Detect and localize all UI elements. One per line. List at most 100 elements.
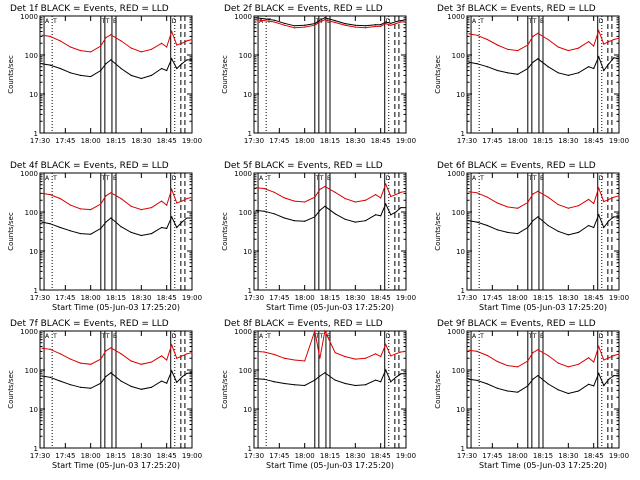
data-point — [354, 221, 356, 223]
data-point — [395, 20, 397, 23]
x-tick-label: 18:15 — [320, 294, 340, 302]
flag-label: T — [315, 333, 320, 340]
y-axis-label: Counts/sec — [7, 212, 15, 251]
series-line-lld — [255, 19, 407, 29]
data-point — [171, 30, 173, 33]
data-point — [283, 357, 285, 359]
data-point — [304, 360, 306, 362]
data-point — [79, 49, 82, 52]
data-point — [613, 374, 615, 377]
x-tick-label: 18:30 — [345, 137, 365, 145]
data-point — [390, 24, 392, 26]
x-tick-label: 17:30 — [244, 137, 264, 145]
x-tick-label: 17:30 — [30, 294, 50, 302]
data-point — [283, 197, 285, 199]
y-tick-label: 10 — [456, 248, 465, 256]
flag-label: T — [528, 175, 533, 182]
flag-label: B — [327, 175, 331, 182]
data-point — [120, 198, 122, 200]
chart-panel-det-1f: Det 1f BLACK = Events, RED = LLD Counts/s… — [7, 4, 202, 145]
data-point — [105, 350, 107, 352]
flag-label: A — [472, 175, 477, 182]
y-tick-label: 1000 — [20, 170, 38, 178]
data-point — [186, 198, 188, 200]
data-point — [166, 227, 168, 229]
data-point — [486, 38, 488, 41]
data-point — [171, 216, 173, 218]
data-point — [537, 374, 539, 377]
data-point — [304, 220, 306, 222]
data-point — [90, 387, 92, 389]
x-tick-label: 17:45 — [55, 294, 75, 302]
flag-label: T — [532, 18, 537, 25]
data-point — [486, 354, 488, 357]
data-point — [166, 359, 168, 361]
x-tick-label: 17:45 — [269, 137, 289, 145]
data-point — [273, 19, 275, 21]
data-point — [405, 19, 407, 21]
data-point — [334, 21, 336, 24]
data-point — [608, 220, 610, 222]
series-line-events — [255, 17, 407, 27]
flag-label: T — [266, 175, 271, 182]
data-point — [506, 364, 509, 367]
data-point — [395, 193, 397, 196]
data-point — [364, 220, 367, 222]
data-point — [506, 231, 509, 233]
data-point — [283, 22, 285, 24]
x-tick-label: 17:30 — [244, 452, 264, 460]
data-point — [603, 43, 605, 45]
data-point — [150, 48, 153, 50]
data-point — [593, 202, 595, 205]
data-point — [105, 36, 107, 39]
data-point — [468, 220, 470, 222]
y-tick-label: 100 — [25, 367, 38, 375]
data-point — [603, 226, 605, 229]
data-point — [613, 57, 615, 59]
series-line-lld — [41, 29, 193, 53]
data-point — [283, 382, 285, 385]
y-axis-label: Counts/sec — [7, 55, 15, 94]
data-point — [69, 204, 71, 206]
data-point — [567, 49, 569, 52]
data-point — [405, 373, 407, 375]
data-point — [181, 376, 183, 378]
x-tick-label: 18:15 — [533, 452, 553, 460]
data-point — [176, 357, 178, 359]
data-point — [380, 356, 382, 358]
flag-label: D — [599, 175, 604, 182]
data-point — [49, 376, 51, 378]
data-point — [263, 378, 265, 380]
data-point — [273, 21, 275, 23]
data-point — [527, 67, 529, 70]
data-point — [314, 330, 316, 332]
y-tick-label: 10 — [29, 406, 38, 414]
data-point — [557, 72, 559, 74]
data-point — [603, 69, 605, 72]
flag-label: D — [172, 18, 177, 25]
data-point — [314, 216, 316, 218]
data-point — [344, 24, 346, 26]
flag-label: B — [540, 175, 544, 182]
data-point — [110, 217, 112, 219]
flag-label: T — [52, 175, 57, 182]
x-tick-label: 18:30 — [558, 137, 578, 145]
data-point — [59, 198, 61, 200]
data-point — [390, 22, 392, 24]
chart-panel-det-7f: Det 7f BLACK = Events, RED = LLD Counts/s… — [7, 319, 202, 470]
y-tick-label: 1000 — [234, 170, 252, 178]
data-point — [140, 51, 142, 53]
flag-label: D — [172, 175, 177, 182]
data-point — [140, 363, 142, 365]
data-point — [319, 375, 321, 377]
data-point — [304, 384, 306, 387]
chart-title: Det 8f BLACK = Events, RED = LLD — [224, 319, 383, 329]
y-tick-label: 10 — [456, 406, 465, 414]
data-point — [161, 226, 163, 229]
data-point — [273, 191, 275, 193]
y-axis-label: Counts/sec — [434, 55, 442, 94]
flag-label: T — [315, 175, 320, 182]
data-point — [593, 226, 595, 229]
data-point — [191, 351, 193, 354]
data-point — [527, 201, 529, 204]
